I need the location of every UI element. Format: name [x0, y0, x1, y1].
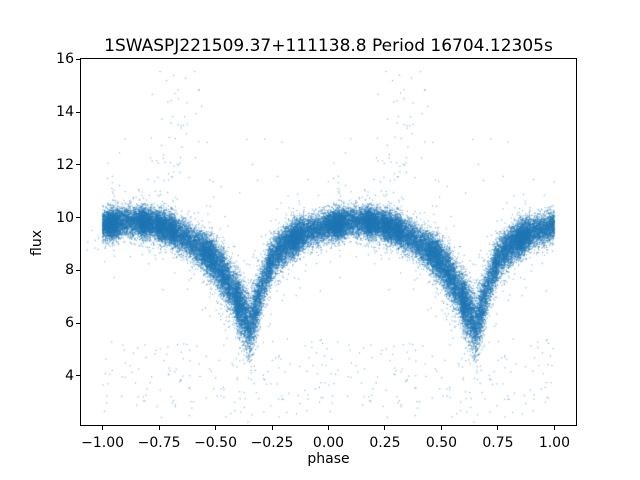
y-tick	[76, 269, 80, 271]
x-tick	[158, 426, 160, 430]
x-tick-label: −1.00	[81, 435, 125, 451]
y-tick	[76, 322, 80, 324]
x-tick-label: 0.00	[312, 435, 345, 451]
x-tick-label: 0.25	[369, 435, 401, 451]
y-tick-label: 12	[56, 156, 74, 173]
y-tick	[76, 217, 80, 219]
x-tick	[553, 426, 555, 430]
y-tick	[76, 164, 80, 166]
y-tick-label: 4	[65, 367, 74, 384]
x-tick-label: 0.75	[482, 435, 514, 451]
x-tick-label: 0.50	[425, 435, 458, 451]
x-axis-label: phase	[307, 451, 350, 467]
x-tick	[102, 426, 104, 430]
x-tick-label: −0.25	[250, 435, 294, 451]
y-tick	[76, 375, 80, 377]
y-tick-label: 6	[65, 315, 74, 332]
y-axis-label: flux	[29, 230, 45, 256]
x-tick-label: −0.50	[194, 435, 237, 451]
y-tick	[76, 111, 80, 113]
axes-box	[80, 58, 577, 426]
x-tick	[328, 426, 329, 430]
x-tick	[215, 426, 217, 430]
x-tick-label: 1.00	[538, 435, 570, 451]
y-tick-label: 16	[56, 51, 74, 68]
y-tick	[76, 58, 80, 60]
x-tick	[271, 426, 273, 430]
x-tick	[384, 426, 386, 430]
x-tick-label: −0.75	[137, 435, 181, 451]
chart-title: 1SWASPJ221509.37+111138.8 Period 16704.1…	[104, 36, 553, 56]
y-tick-label: 14	[56, 104, 74, 121]
x-tick	[440, 426, 442, 430]
y-tick-label: 8	[65, 262, 74, 279]
scatter-points-canvas	[81, 59, 576, 425]
y-tick-label: 10	[56, 209, 74, 226]
x-tick	[497, 426, 499, 430]
